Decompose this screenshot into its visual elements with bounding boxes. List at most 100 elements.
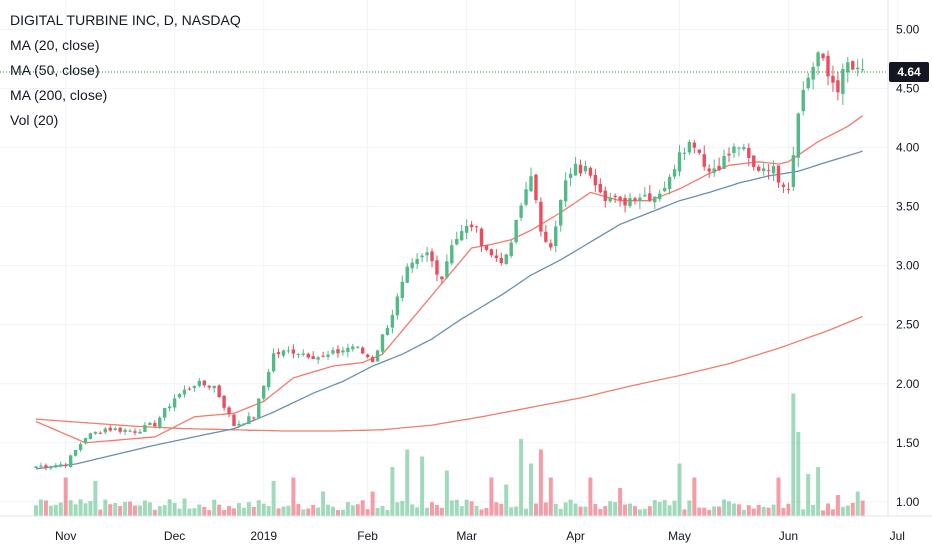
candle-body bbox=[182, 389, 187, 395]
candle-body bbox=[306, 353, 310, 358]
candle-body bbox=[316, 357, 320, 360]
volume-bar bbox=[326, 504, 331, 516]
volume-bar bbox=[731, 503, 736, 516]
candle-body bbox=[563, 180, 568, 202]
volume-bar bbox=[850, 502, 855, 516]
candle-body bbox=[499, 257, 503, 264]
legend-volume[interactable]: Vol (20) bbox=[10, 112, 59, 128]
candle-body bbox=[717, 165, 721, 171]
candle-body bbox=[846, 62, 850, 73]
candle-body bbox=[742, 147, 746, 150]
volume-bar bbox=[791, 393, 796, 516]
candle-body bbox=[851, 61, 855, 70]
volume-bar bbox=[296, 504, 301, 516]
volume-bar bbox=[573, 503, 578, 516]
candle-body bbox=[628, 198, 632, 206]
volume-bar bbox=[246, 502, 251, 516]
volume-bar bbox=[425, 507, 430, 516]
candle-body bbox=[420, 255, 424, 258]
volume-bar bbox=[533, 503, 538, 516]
volume-bar bbox=[529, 463, 533, 516]
volume-bar bbox=[642, 508, 647, 516]
legend-ma50[interactable]: MA (50, close) bbox=[10, 62, 100, 78]
volume-bar bbox=[662, 500, 667, 516]
candle-body bbox=[776, 165, 781, 183]
volume-bar bbox=[647, 506, 652, 516]
candle-body bbox=[227, 407, 231, 414]
candle-body bbox=[568, 173, 573, 178]
legend-ma200[interactable]: MA (200, close) bbox=[10, 87, 108, 103]
volume-bar bbox=[251, 506, 256, 516]
candle-body bbox=[237, 423, 241, 426]
candle-body bbox=[781, 184, 786, 187]
volume-bar bbox=[469, 501, 474, 516]
candle-body bbox=[860, 69, 865, 71]
volume-bar bbox=[855, 491, 860, 516]
candle-body bbox=[474, 226, 479, 228]
volume-bar bbox=[682, 509, 687, 516]
candle-body bbox=[603, 190, 607, 201]
volume-bar bbox=[222, 510, 227, 516]
volume-bar bbox=[311, 504, 316, 516]
candle-body bbox=[341, 350, 345, 353]
price-tick-label: 4.00 bbox=[896, 141, 920, 155]
volume-bar bbox=[761, 506, 766, 516]
candle-body bbox=[301, 353, 305, 355]
candle-body bbox=[633, 198, 637, 201]
volume-bar bbox=[840, 506, 845, 516]
candle-body bbox=[217, 385, 221, 397]
candle-body bbox=[529, 176, 533, 192]
volume-bar bbox=[598, 509, 603, 516]
volume-bar bbox=[34, 505, 38, 516]
price-axis[interactable]: 1.00 1.50 2.00 2.50 3.00 3.50 4.00 4.50 5.00 bbox=[896, 23, 920, 509]
volume-bar bbox=[667, 505, 672, 516]
candle-body bbox=[752, 155, 756, 167]
volume-bar bbox=[93, 481, 98, 516]
candle-body bbox=[410, 262, 414, 269]
candle-body bbox=[202, 380, 206, 386]
volume-bar bbox=[83, 503, 88, 516]
candle-body bbox=[73, 450, 78, 456]
candle-body bbox=[821, 53, 825, 59]
candle-body bbox=[395, 296, 400, 316]
volume-bar bbox=[137, 505, 142, 516]
candle-body bbox=[78, 444, 83, 451]
candle-body bbox=[534, 174, 538, 201]
volume-bar bbox=[687, 500, 692, 516]
volume-bar bbox=[771, 504, 776, 516]
candle-body bbox=[732, 146, 736, 153]
ma20-line bbox=[35, 115, 863, 444]
volume-bar bbox=[558, 508, 563, 516]
candle-body bbox=[504, 254, 508, 264]
time-tick-label: Nov bbox=[55, 529, 76, 543]
volume-bar bbox=[439, 507, 444, 516]
volume-bar bbox=[524, 508, 529, 516]
candle-body bbox=[435, 260, 439, 275]
volume-bar bbox=[484, 508, 489, 516]
time-tick-label: Apr bbox=[566, 529, 585, 543]
symbol-title[interactable]: DIGITAL TURBINE INC, D, NASDAQ bbox=[10, 12, 241, 28]
volume-bar bbox=[58, 502, 63, 516]
volume-bar bbox=[801, 509, 806, 516]
candle-body bbox=[361, 347, 365, 354]
candle-body bbox=[311, 356, 315, 360]
volume-bar bbox=[53, 504, 58, 516]
candle-body bbox=[64, 465, 68, 467]
candle-body bbox=[192, 386, 197, 389]
candle-body bbox=[351, 346, 355, 350]
volume-bar bbox=[400, 500, 405, 516]
candle-body bbox=[385, 327, 390, 336]
legend-ma20[interactable]: MA (20, close) bbox=[10, 37, 100, 53]
volume-bar bbox=[776, 477, 781, 516]
candle-body bbox=[445, 261, 449, 278]
candle-body bbox=[425, 252, 429, 256]
volume-bar bbox=[860, 500, 865, 516]
candle-body bbox=[692, 142, 697, 148]
volume-bar bbox=[301, 509, 306, 516]
volume-bar bbox=[98, 509, 103, 516]
candle-body bbox=[321, 355, 325, 357]
volume-bar bbox=[449, 500, 454, 516]
time-axis[interactable]: Nov Dec 2019 Feb Mar Apr May Jun Jul bbox=[55, 529, 905, 543]
